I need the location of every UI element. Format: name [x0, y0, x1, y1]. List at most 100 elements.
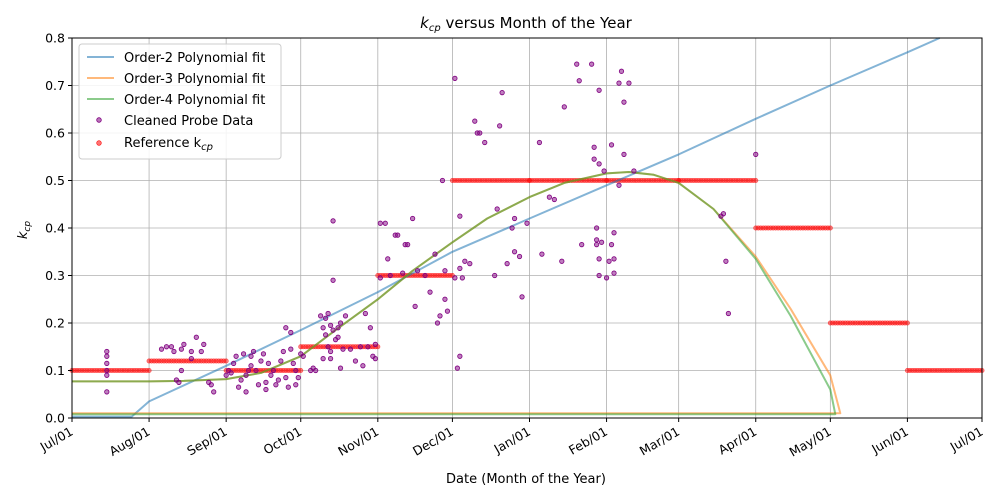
probe-point	[504, 261, 510, 267]
probe-point	[335, 334, 341, 340]
chart-title-rest: versus Month of the Year	[441, 14, 633, 32]
probe-point	[462, 258, 468, 264]
probe-point	[347, 346, 354, 352]
probe-point	[367, 325, 373, 331]
probe-point	[594, 225, 600, 231]
probe-point	[360, 363, 366, 369]
probe-point	[263, 386, 269, 393]
legend-label-reference-sub: cp	[201, 142, 213, 153]
probe-point	[412, 303, 418, 309]
probe-point	[325, 344, 331, 350]
probe-point	[327, 348, 334, 355]
probe-point	[255, 382, 262, 388]
probe-point	[442, 296, 448, 302]
probe-point	[104, 353, 110, 359]
probe-point	[753, 151, 759, 157]
probe-point	[723, 258, 729, 264]
probe-point	[467, 261, 473, 267]
y-axis-label-k: k	[16, 231, 31, 239]
probe-point	[231, 360, 237, 366]
probe-point	[365, 344, 371, 350]
legend: Order-2 Polynomial fit Order-3 Polynomia…	[78, 43, 282, 160]
y-axis-ticks: 0.0 0.1 0.2 0.3 0.4 0.5 0.6 0.7 0.8	[45, 31, 72, 426]
probe-point	[591, 156, 597, 162]
probe-point	[176, 379, 182, 385]
probe-point	[405, 242, 411, 248]
probe-point	[454, 365, 460, 371]
probe-point	[181, 341, 187, 347]
legend-box	[78, 43, 282, 160]
probe-point	[273, 382, 279, 388]
probe-point	[621, 151, 627, 157]
probe-point	[188, 356, 194, 362]
probe-point	[327, 322, 334, 328]
probe-point	[618, 68, 625, 74]
cleaned-probe-points	[104, 61, 759, 395]
probe-point	[233, 353, 239, 359]
probe-point	[104, 360, 110, 366]
probe-point	[104, 389, 110, 395]
probe-point	[442, 268, 448, 274]
probe-point	[104, 367, 110, 374]
probe-point	[598, 239, 605, 245]
probe-point	[432, 251, 438, 257]
probe-point	[519, 294, 525, 300]
probe-point	[546, 194, 552, 200]
probe-point	[258, 358, 264, 364]
legend-label-order3: Order-3 Polynomial fit	[124, 72, 265, 87]
y-axis-label-sub: cp	[23, 221, 33, 232]
reference-kcp-point	[223, 358, 229, 364]
probe-point	[608, 142, 615, 148]
probe-point	[243, 372, 249, 378]
reference-kcp-point	[904, 320, 910, 326]
probe-point	[320, 325, 326, 331]
probe-point	[482, 139, 488, 146]
probe-point	[444, 308, 451, 314]
probe-point	[340, 346, 346, 352]
probe-point	[163, 344, 170, 350]
y-tick-label: 0.5	[45, 173, 65, 188]
probe-point	[372, 356, 378, 362]
reference-kcp-point	[827, 225, 833, 231]
probe-point	[290, 360, 296, 366]
y-tick-label: 0.7	[45, 78, 65, 93]
probe-point	[330, 327, 336, 333]
probe-point	[248, 353, 254, 359]
probe-point	[457, 353, 463, 359]
probe-point	[611, 256, 617, 262]
probe-point	[395, 232, 401, 238]
probe-point	[457, 265, 463, 271]
probe-point	[275, 377, 281, 383]
probe-point	[621, 99, 627, 105]
probe-point	[559, 258, 565, 264]
probe-point	[472, 118, 478, 124]
probe-point	[539, 251, 545, 257]
probe-point	[313, 367, 319, 374]
probe-point	[240, 351, 247, 357]
probe-point	[596, 161, 602, 167]
probe-point	[198, 348, 204, 355]
probe-point	[171, 348, 177, 355]
probe-point	[285, 384, 291, 390]
probe-point	[245, 367, 252, 374]
probe-point	[323, 315, 329, 321]
probe-point	[372, 341, 378, 347]
probe-point	[211, 389, 217, 395]
probe-point	[188, 348, 194, 355]
probe-point	[260, 351, 267, 357]
fit-line-order-4-polynomial-fit	[72, 171, 837, 416]
probe-point	[342, 313, 349, 319]
probe-point	[337, 365, 344, 371]
chart-title: kcp versus Month of the Year	[420, 14, 632, 34]
probe-point	[288, 346, 294, 352]
probe-point	[400, 270, 406, 276]
probe-point	[415, 268, 421, 274]
reference-kcp-point	[753, 178, 759, 184]
probe-point	[511, 249, 518, 255]
probe-point	[377, 220, 383, 226]
probe-point	[293, 367, 299, 374]
probe-point	[327, 356, 334, 362]
y-tick-label: 0.4	[45, 221, 65, 236]
probe-point	[511, 215, 518, 222]
